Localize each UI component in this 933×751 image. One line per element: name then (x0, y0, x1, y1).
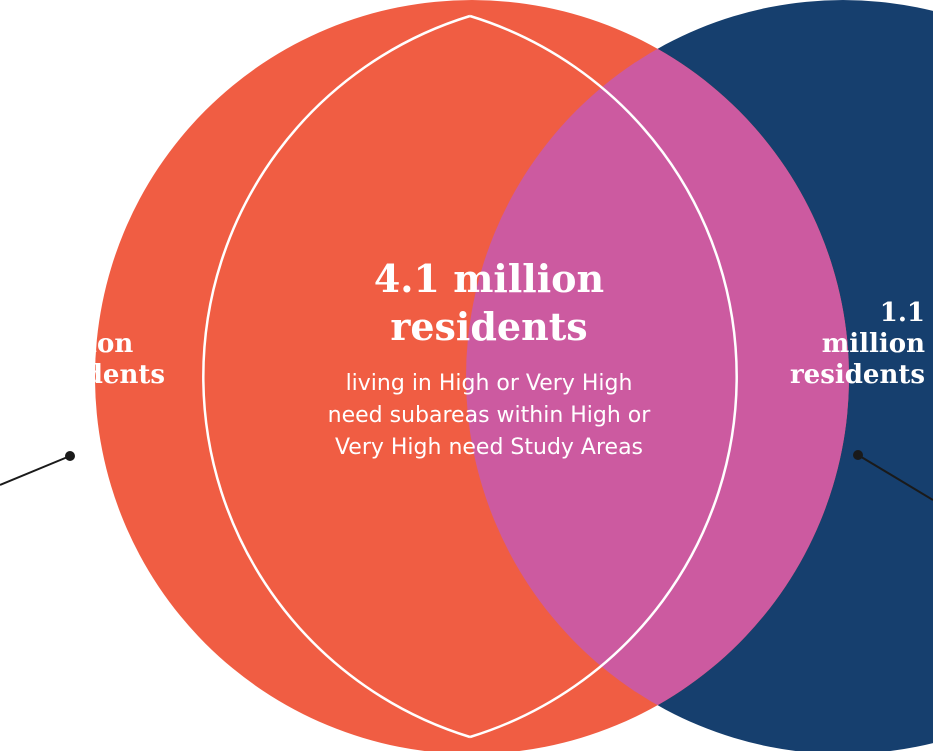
overlap-region (466, 0, 849, 751)
overlap-desc-line2: need subareas within High or (327, 402, 651, 428)
right-set-label: 1.1 million residents (790, 298, 925, 392)
overlap-left-outline (202, 14, 471, 739)
right-pointer-line (857, 454, 933, 501)
right-set-noun: residents (789, 360, 925, 391)
overlap-right-outline (469, 14, 738, 739)
left-set-unit: million (30, 329, 134, 360)
overlap-title-line1: 4.1 million (373, 256, 605, 301)
overlap-description: living in High or Very High need subarea… (250, 368, 728, 464)
left-pointer-line (0, 455, 71, 486)
overlap-desc-line1: living in High or Very High (345, 371, 633, 396)
left-set-noun: residents (30, 360, 166, 391)
overlap-desc-line3: Very High need Study Areas (334, 434, 644, 460)
right-set-value: 1.1 (879, 298, 925, 328)
right-pointer-dot (853, 450, 863, 460)
overlap-title-line2: residents (390, 303, 588, 349)
left-set-value: 1.2 (30, 298, 76, 328)
right-set-unit: million (821, 329, 925, 360)
overlap-title: 4.1 million residents (250, 255, 728, 350)
left-pointer-dot (65, 451, 75, 461)
left-set-label: 1.2 million residents (30, 298, 165, 392)
